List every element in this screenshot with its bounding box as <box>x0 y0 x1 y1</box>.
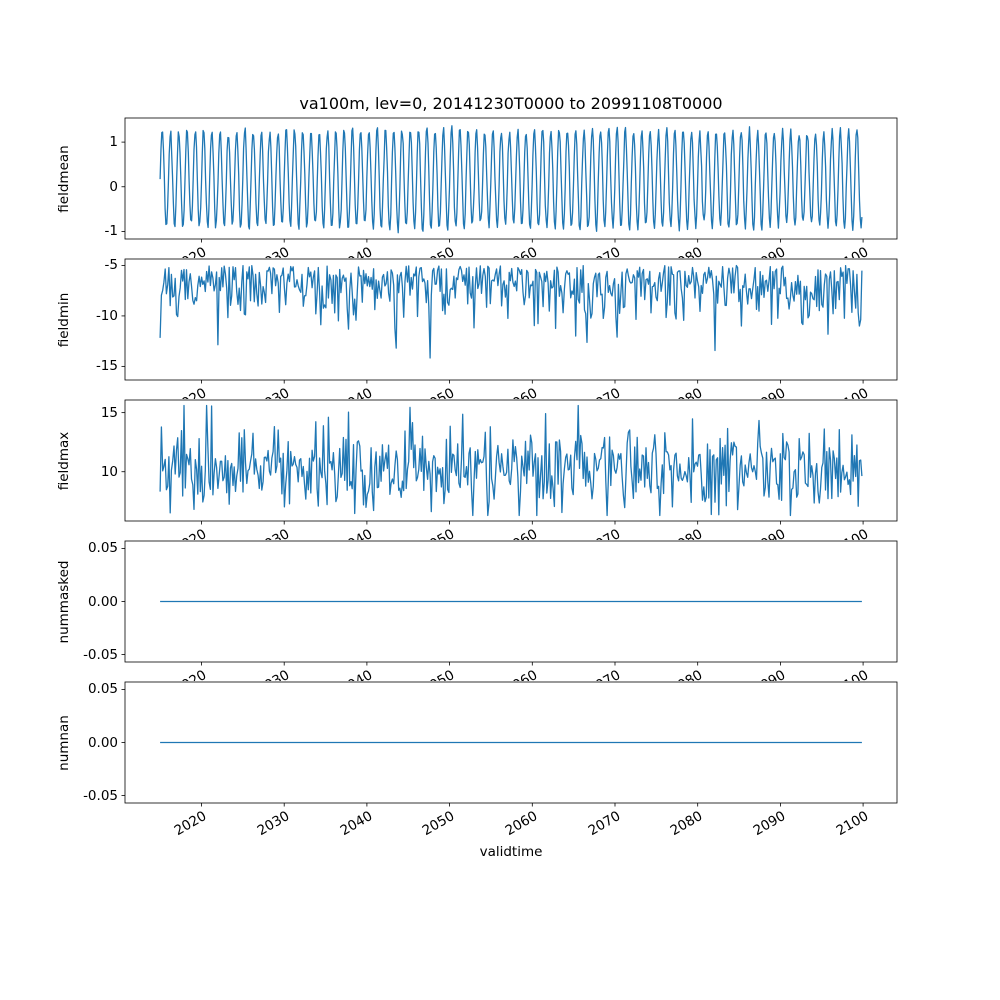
x-tick-row-clipped: 2020 2030 2040 2050 2060 2070 2080 2090 2100 <box>125 242 897 258</box>
subplot-fieldmin <box>121 258 898 384</box>
x-tick-label: 2020 <box>172 244 210 258</box>
axes-frame <box>124 117 898 240</box>
x-tick-label: 2070 <box>585 667 623 681</box>
x-tick-label: 2040 <box>337 385 375 399</box>
subplot-numnan <box>121 681 898 807</box>
y-tick-label: 0.05 <box>87 681 118 698</box>
x-tick-label: 2030 <box>254 244 292 258</box>
x-tick-label: 2080 <box>668 244 706 258</box>
x-tick-label: 2090 <box>751 667 789 681</box>
x-tick-label: 2080 <box>668 526 706 540</box>
y-tick-label: -1 <box>104 223 118 240</box>
x-tick-label: 2040 <box>337 808 375 840</box>
y-tick-label: -5 <box>104 257 118 274</box>
axes-frame <box>124 399 898 522</box>
y-tick-label: 15 <box>100 404 118 421</box>
y-tick-label: -15 <box>95 358 118 375</box>
x-tick-label: 2060 <box>503 667 541 681</box>
x-tick-label: 2030 <box>254 526 292 540</box>
data-line-fieldmin <box>159 264 863 359</box>
x-tick-label: 2020 <box>172 526 210 540</box>
x-axis-title: validtime <box>479 844 543 860</box>
x-tick-label: 2040 <box>337 526 375 540</box>
x-tick-label: 2020 <box>172 667 210 681</box>
x-tick-label: 2080 <box>668 667 706 681</box>
y-tick-label: 0 <box>109 178 118 195</box>
x-tick-label: 2100 <box>833 526 871 540</box>
x-tick-row-clipped: 2020 2030 2040 2050 2060 2070 2080 2090 2100 <box>125 383 897 399</box>
y-tick-label: 10 <box>100 463 118 480</box>
x-tick-label: 2050 <box>420 667 458 681</box>
y-tick-label: -10 <box>95 307 118 324</box>
x-tick-label: 2040 <box>337 244 375 258</box>
y-tick-label: 1 <box>109 134 118 151</box>
x-tick-label: 2020 <box>171 808 210 840</box>
x-tick-row-clipped: 2020 2030 2040 2050 2060 2070 2080 2090 2100 <box>125 665 897 681</box>
x-tick-label: 2030 <box>254 667 292 681</box>
data-line-fieldmax <box>159 404 863 517</box>
x-tick-label: 2090 <box>751 526 789 540</box>
x-tick-row: 2020 2030 2040 2050 2060 2070 2080 2090 2100 <box>125 806 897 844</box>
chart-title: va100m, lev=0, 20141230T0000 to 20991108… <box>299 94 723 113</box>
y-tick-label: 0.00 <box>87 734 118 751</box>
x-tick-label: 2050 <box>419 808 458 840</box>
x-tick-label: 2080 <box>668 385 706 399</box>
y-tick-label: 0.00 <box>87 593 118 610</box>
x-tick-label: 2090 <box>751 244 789 258</box>
subplot-nummasked <box>121 540 898 666</box>
x-tick-label: 2060 <box>502 808 541 840</box>
subplot-fieldmax <box>121 399 898 525</box>
x-tick-label: 2070 <box>585 526 623 540</box>
x-tick-label: 2090 <box>750 808 789 840</box>
x-tick-label: 2050 <box>420 244 458 258</box>
y-tick-label: -0.05 <box>83 646 118 663</box>
x-tick-label: 2030 <box>254 808 293 840</box>
x-tick-label: 2090 <box>751 385 789 399</box>
x-tick-label: 2100 <box>833 385 871 399</box>
axes-frame <box>124 681 898 804</box>
x-tick-label: 2040 <box>337 667 375 681</box>
x-tick-label: 2100 <box>833 667 871 681</box>
x-tick-row-clipped: 2020 2030 2040 2050 2060 2070 2080 2090 2100 <box>125 524 897 540</box>
axes-frame <box>124 258 898 381</box>
x-tick-label: 2070 <box>585 385 623 399</box>
x-tick-label: 2050 <box>420 385 458 399</box>
subplot-fieldmean <box>121 117 898 243</box>
x-tick-label: 2020 <box>172 385 210 399</box>
axes-frame <box>124 540 898 663</box>
y-axis-label: fieldmax <box>56 431 72 490</box>
y-tick-label: 0.05 <box>87 540 118 557</box>
x-tick-label: 2030 <box>254 385 292 399</box>
x-tick-label: 2060 <box>503 385 541 399</box>
x-tick-label: 2100 <box>833 244 871 258</box>
x-tick-label: 2080 <box>667 808 706 840</box>
y-tick-label: -0.05 <box>83 787 118 804</box>
x-tick-label: 2100 <box>833 808 872 840</box>
x-tick-label: 2060 <box>503 244 541 258</box>
x-tick-label: 2070 <box>585 244 623 258</box>
x-tick-label: 2070 <box>585 808 623 840</box>
x-tick-label: 2060 <box>503 526 541 540</box>
x-tick-label: 2050 <box>420 526 458 540</box>
data-line-fieldmean <box>159 125 863 234</box>
